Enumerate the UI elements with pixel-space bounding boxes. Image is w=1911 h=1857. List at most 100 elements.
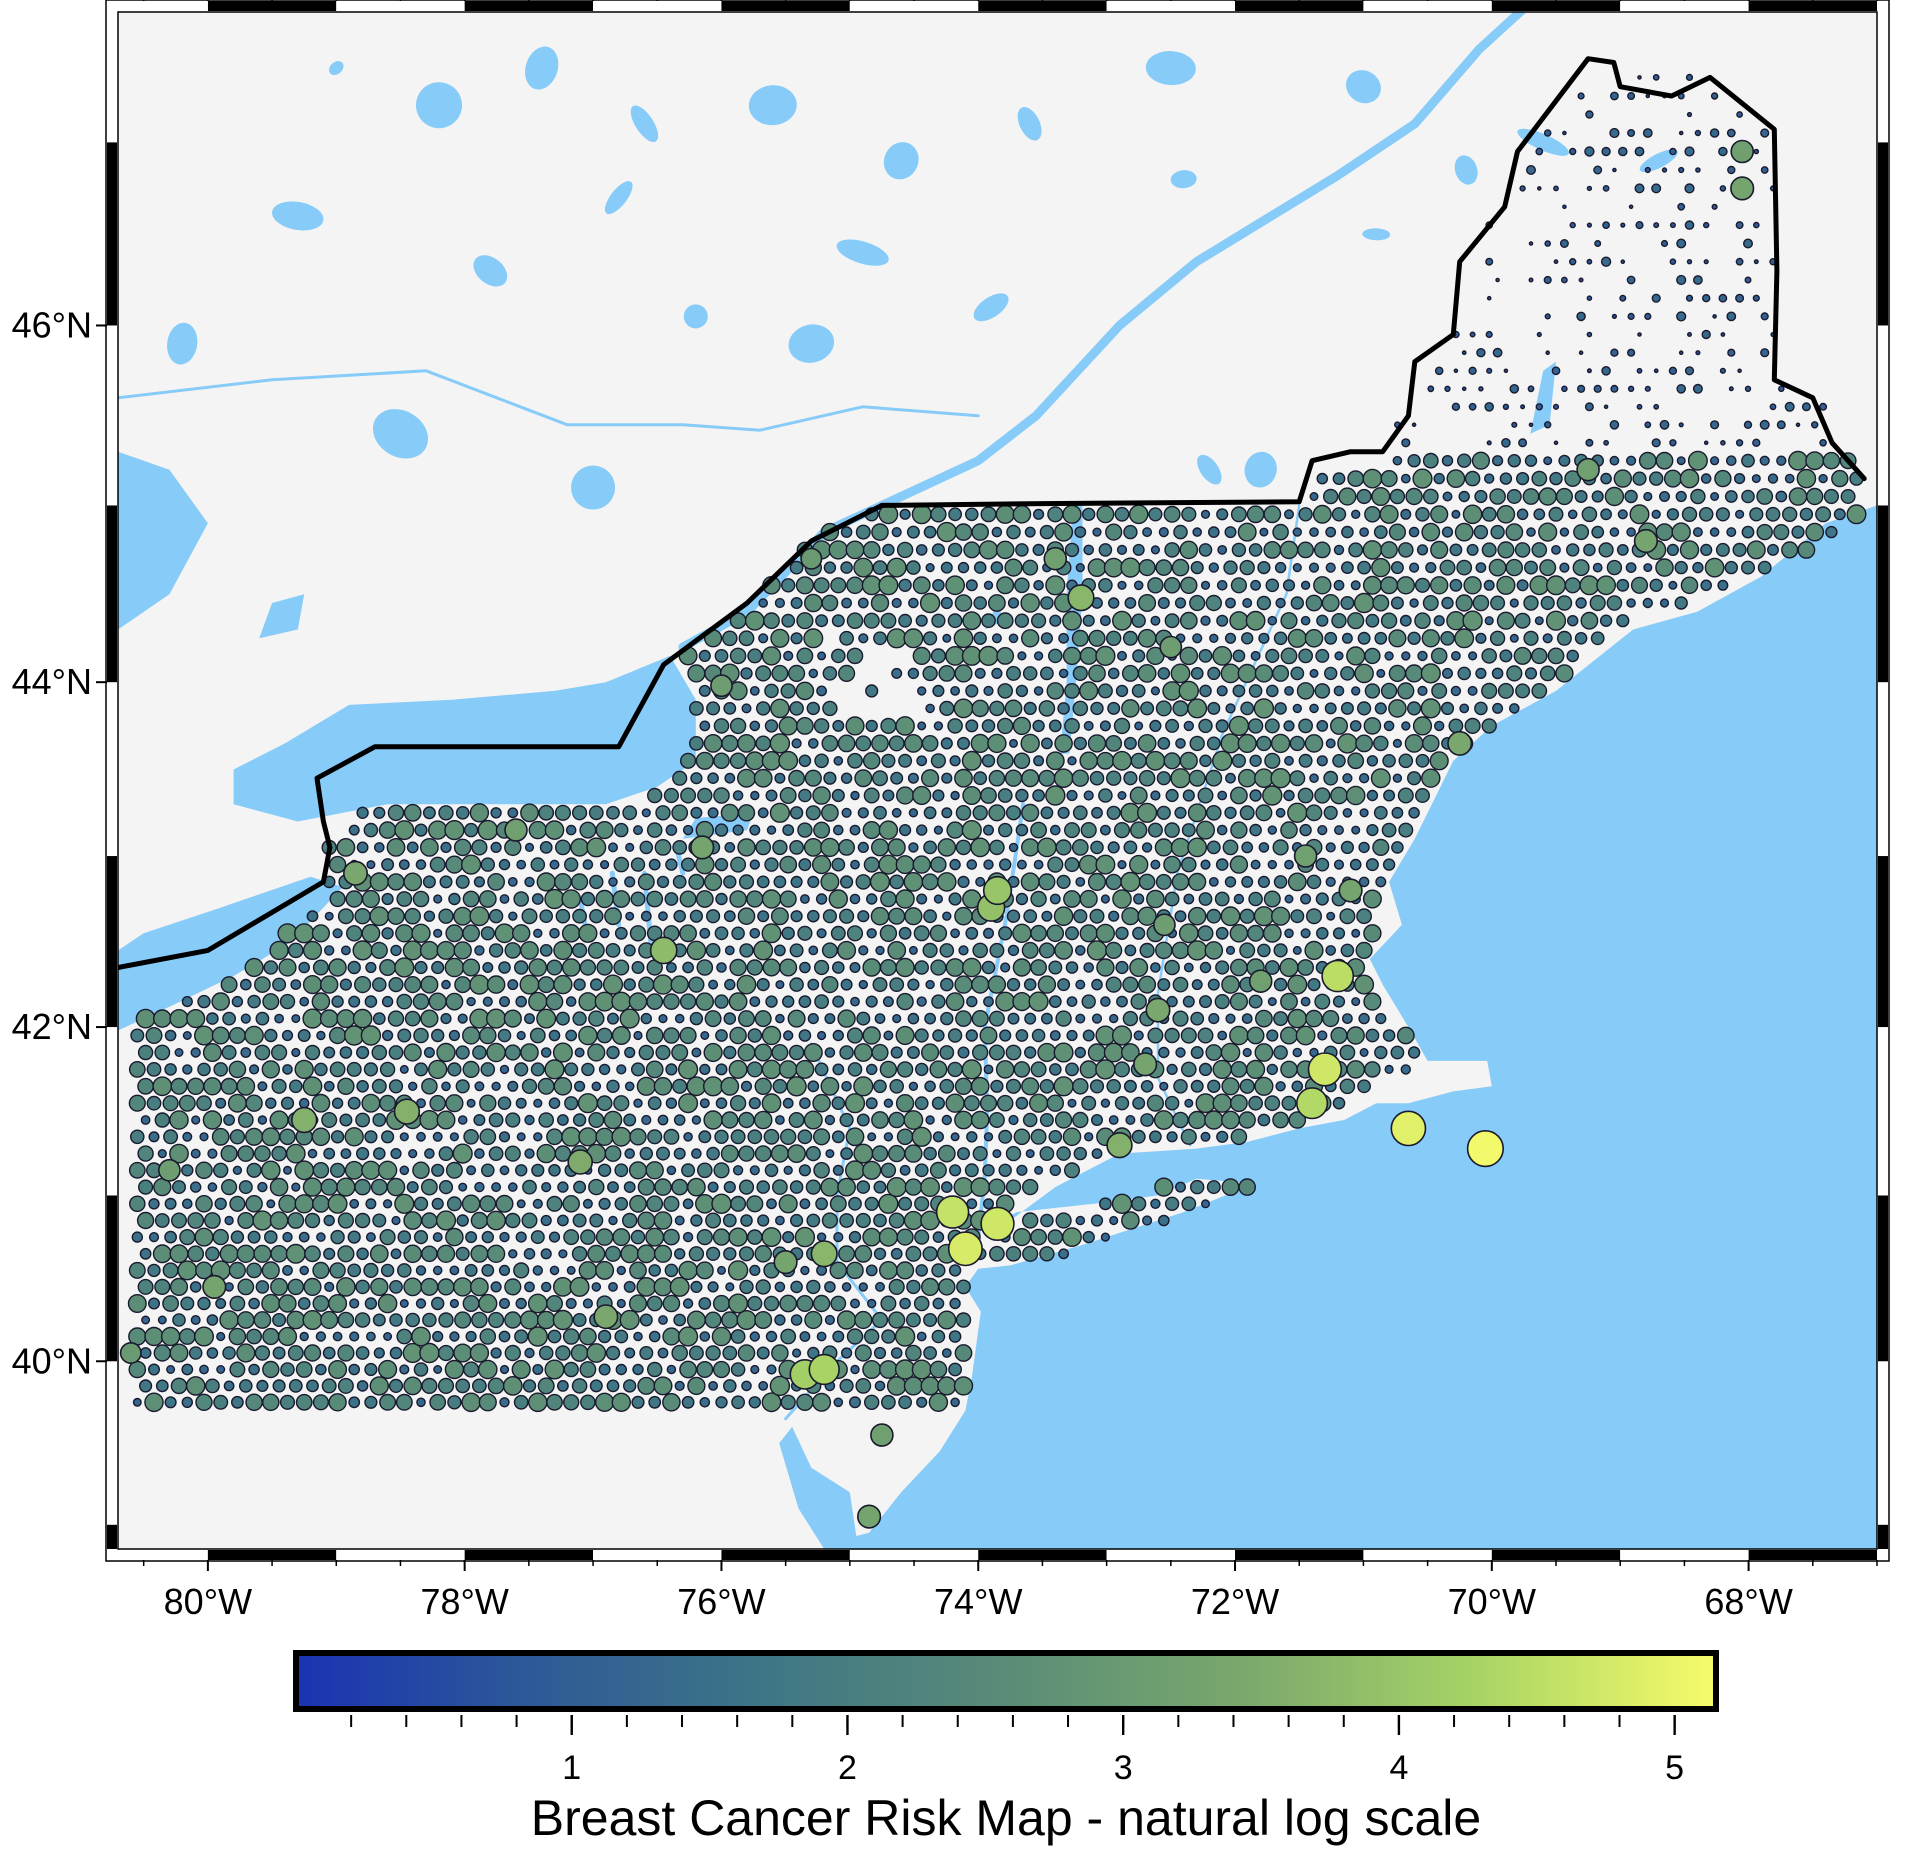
risk-dot: [702, 1076, 724, 1097]
risk-dot: [723, 875, 737, 889]
risk-dot: [499, 1364, 510, 1375]
risk-dot: [714, 994, 729, 1009]
risk-dot: [577, 1093, 598, 1114]
risk-dot: [677, 1326, 699, 1347]
risk-dot: [555, 1345, 571, 1361]
risk-dot: [1242, 598, 1253, 609]
risk-dot: [957, 1046, 970, 1059]
risk-dot: [1131, 1129, 1146, 1144]
risk-dot: [831, 857, 846, 872]
risk-dot: [671, 1178, 689, 1196]
risk-dot: [1155, 873, 1172, 890]
risk-dot: [524, 1013, 536, 1025]
risk-dot: [991, 667, 1003, 680]
frame-bar-bottom: [207, 1550, 337, 1560]
risk-dot: [170, 1377, 188, 1395]
risk-dot: [737, 804, 756, 822]
risk-dot: [229, 1129, 246, 1145]
risk-dot: [148, 1198, 160, 1210]
risk-dot: [1263, 505, 1282, 524]
risk-dot: [270, 1245, 288, 1263]
risk-dot: [1032, 508, 1045, 520]
risk-dot: [1422, 488, 1439, 505]
risk-dot: [833, 756, 844, 766]
risk-dot: [147, 1297, 160, 1310]
risk-dot: [933, 721, 944, 731]
risk-dot: [544, 1359, 565, 1380]
risk-dot: [222, 1011, 237, 1026]
risk-dot: [352, 940, 373, 961]
risk-dot: [394, 957, 415, 978]
risk-dot: [516, 1199, 526, 1209]
risk-dot: [1166, 1063, 1178, 1076]
risk-dot: [546, 1195, 563, 1212]
risk-dot: [498, 1330, 511, 1343]
risk-dot: [869, 871, 891, 892]
risk-dot: [473, 1113, 486, 1126]
risk-dot: [1230, 1061, 1248, 1078]
risk-dot: [923, 1312, 938, 1327]
risk-dot: [954, 975, 973, 994]
risk-dot: [945, 1093, 965, 1113]
risk-dot: [981, 719, 996, 733]
risk-dot: [277, 923, 298, 944]
risk-dot: [348, 1396, 361, 1409]
risk-dot: [1545, 610, 1567, 631]
risk-dot: [1174, 597, 1187, 609]
risk-dot: [578, 1127, 598, 1147]
risk-dot: [1033, 686, 1044, 696]
risk-dot: [558, 1249, 568, 1259]
risk-dot: [1121, 1211, 1140, 1230]
risk-dot: [1313, 576, 1332, 595]
risk-dot: [278, 1294, 297, 1313]
risk-dot: [1568, 147, 1577, 156]
risk-dot: [148, 1231, 160, 1243]
risk-dot: [228, 1026, 246, 1044]
risk-dot: [663, 787, 680, 804]
risk-dot: [205, 1246, 220, 1262]
risk-dot: [823, 771, 837, 785]
risk-dot: [863, 612, 880, 629]
risk-dot: [886, 557, 907, 578]
risk-dot: [347, 960, 361, 975]
risk-dot: [639, 1146, 653, 1161]
risk-dot: [1267, 615, 1278, 626]
risk-dot: [1330, 1026, 1348, 1045]
risk-dot: [569, 1276, 590, 1297]
risk-dot: [706, 1146, 720, 1161]
risk-dot: [1023, 978, 1037, 991]
risk-dot: [1509, 383, 1520, 394]
risk-dot: [790, 1314, 803, 1326]
risk-dot: [536, 872, 556, 892]
risk-dot: [1773, 523, 1790, 541]
risk-dot: [373, 806, 386, 819]
risk-dot: [1332, 1096, 1346, 1110]
risk-dot: [348, 824, 360, 836]
risk-dot: [761, 646, 782, 666]
risk-dot: [846, 1027, 864, 1044]
risk-dot: [1444, 385, 1451, 392]
risk-dot: [814, 1062, 829, 1077]
risk-dot: [1006, 977, 1021, 992]
risk-dot: [1626, 275, 1636, 285]
risk-dot: [503, 1009, 522, 1028]
risk-dot: [1309, 703, 1319, 714]
risk-dot: [1054, 522, 1074, 542]
risk-dot: [355, 1346, 370, 1360]
risk-dot: [1769, 403, 1777, 411]
risk-dot: [607, 1012, 620, 1025]
risk-dot: [1199, 754, 1212, 768]
risk-dot: [915, 614, 928, 627]
risk-dot: [1289, 735, 1306, 752]
risk-dot: [737, 1344, 756, 1362]
risk-dot: [328, 1359, 348, 1379]
risk-dot: [995, 991, 1016, 1012]
risk-dot: [1574, 490, 1588, 504]
risk-dot: [519, 1310, 540, 1330]
risk-dot: [1429, 751, 1449, 771]
risk-dot: [1272, 1111, 1290, 1129]
risk-dot: [712, 1228, 731, 1246]
risk-dot: [614, 1329, 629, 1344]
risk-dot: [1287, 974, 1308, 995]
risk-dot: [996, 1094, 1014, 1112]
